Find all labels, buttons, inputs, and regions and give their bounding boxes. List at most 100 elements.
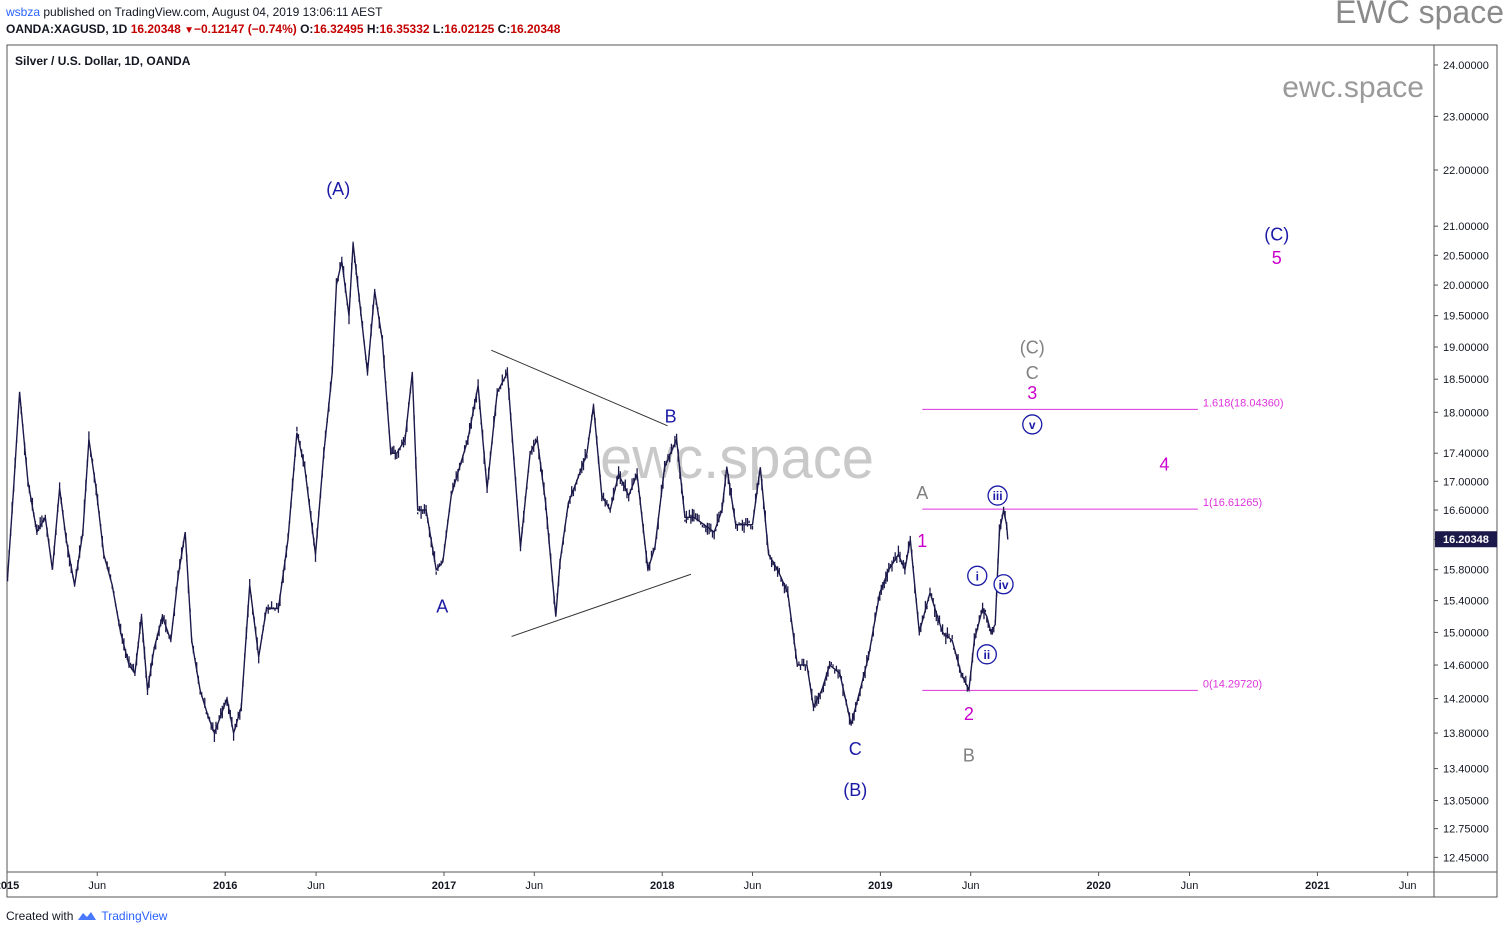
close-value: 16.20348 [510,22,561,36]
trendline[interactable] [491,349,668,427]
chart-frame [6,44,1498,898]
y-tick-label: 18.50000 [1443,374,1489,386]
chart-title: Silver / U.S. Dollar, 1D, OANDA [15,54,191,68]
symbol-info-bar: OANDA:XAGUSD, 1D 16.20348 ▼−0.12147 (−0.… [6,22,560,36]
wave-label: B [963,745,975,765]
wave-label: A [916,483,928,503]
x-tick-label: 2019 [868,880,892,892]
price-series [6,241,1009,742]
last-price-tag-bg [1435,531,1497,548]
wave-label: 1 [917,531,927,551]
y-tick-label: 20.50000 [1443,250,1489,262]
close-label: C: [497,22,511,36]
y-tick-label: 23.00000 [1443,111,1489,123]
wave-circle-marker [967,565,988,586]
wave-label: (C) [1264,225,1289,245]
fib-extension: 1.618(18.04360) 1(16.61265) 0(14.29720) [922,397,1284,691]
y-tick-label: 19.50000 [1443,311,1489,323]
x-tick-label: Jun [1399,880,1417,892]
price-change: −0.12147 (−0.74%) [194,22,297,36]
y-tick-label: 22.00000 [1443,165,1489,177]
y-tick-label: 16.60000 [1443,505,1489,517]
y-tick-label: 20.00000 [1443,280,1489,292]
last-price: 16.20348 [130,22,181,36]
wave-label: A [436,596,448,616]
x-tick-label: 2015 [0,880,19,892]
wave-circle-marker [976,644,997,665]
publisher-username[interactable]: wsbza [6,5,41,19]
created-with-text: Created with [6,909,74,923]
wave-circle-label: v [1029,418,1036,432]
publish-text: published on TradingView.com, August 04,… [43,5,383,19]
y-tick-label: 17.00000 [1443,476,1489,488]
corner-watermark: ewc.space [1282,71,1424,104]
wave-circle-marker [1022,414,1043,435]
wave-label: 2 [964,704,974,724]
wave-circle-label: iii [993,489,1003,503]
down-arrow-icon: ▼ [184,25,194,36]
wave-label: C [849,739,862,759]
x-tick-label: 2020 [1086,880,1110,892]
tradingview-logo-icon [78,912,97,920]
y-tick-label: 13.80000 [1443,728,1489,740]
x-tick-label: Jun [962,880,980,892]
y-tick-label: 24.00000 [1443,60,1489,72]
low-value: 16.02125 [444,22,495,36]
x-tick-label: Jun [307,880,325,892]
last-price-tag-label: 16.20348 [1443,534,1489,546]
wave-label: 5 [1272,248,1282,268]
time-axis[interactable]: 2015 Jun 2016 Jun 2017 Jun 2018 Jun 2019 Jun 2020 J… [0,872,1417,892]
price-bars [6,241,1008,742]
y-tick-label: 13.05000 [1443,796,1489,808]
y-tick-label: 18.00000 [1443,407,1489,419]
x-tick-label: 2021 [1305,880,1329,892]
wave-label: 3 [1027,383,1037,403]
y-tick-label: 15.00000 [1443,627,1489,639]
price-axis[interactable]: 24.00000 23.00000 22.00000 21.00000 20.50000… [1434,60,1489,864]
y-tick-label: 21.00000 [1443,221,1489,233]
y-tick-label: 12.45000 [1443,852,1489,864]
wave-circle-label: i [976,569,979,583]
x-tick-label: Jun [744,880,762,892]
footer: Created with TradingView [6,909,167,923]
y-tick-label: 15.40000 [1443,596,1489,608]
high-label: H: [366,22,380,36]
high-value: 16.35332 [379,22,430,36]
wave-label: (B) [843,780,867,800]
y-tick-label: 19.00000 [1443,342,1489,354]
wave-circle-marker [987,485,1008,506]
y-tick-label: 14.60000 [1443,660,1489,672]
y-tick-label: 12.75000 [1443,824,1489,836]
tradingview-link[interactable]: TradingView [101,909,168,923]
wave-label: (A) [326,179,350,199]
x-tick-label: Jun [88,880,106,892]
low-label: L: [432,22,445,36]
wave-circle-label: iv [999,578,1009,592]
triangle-trendlines [491,349,692,637]
fib-level-label: 1.618(18.04360) [1203,397,1284,409]
publish-info: wsbza published on TradingView.com, Augu… [6,5,383,19]
x-tick-label: 2017 [432,880,456,892]
wave-circle-label: ii [983,648,990,662]
price-line [6,243,1009,736]
y-tick-label: 14.20000 [1443,694,1489,706]
brand-watermark: EWC space [1335,0,1504,30]
fib-level-label: 0(14.29720) [1203,678,1262,690]
symbol-label: OANDA:XAGUSD, 1D [6,22,128,36]
y-tick-label: 17.40000 [1443,448,1489,460]
wave-label: (C) [1020,337,1045,357]
last-price-tag: 16.20348 [1435,531,1497,548]
y-tick-label: 15.80000 [1443,565,1489,577]
fib-level-label: 1(16.61265) [1203,497,1262,509]
x-tick-label: 2018 [650,880,674,892]
open-label: O: [300,22,314,36]
trendline[interactable] [511,573,692,637]
wave-label: 4 [1159,455,1169,475]
center-watermark: ewc.space [600,426,874,491]
x-tick-label: 2016 [213,880,237,892]
x-tick-label: Jun [1181,880,1199,892]
open-value: 16.32495 [313,22,364,36]
wave-label: C [1026,363,1039,383]
